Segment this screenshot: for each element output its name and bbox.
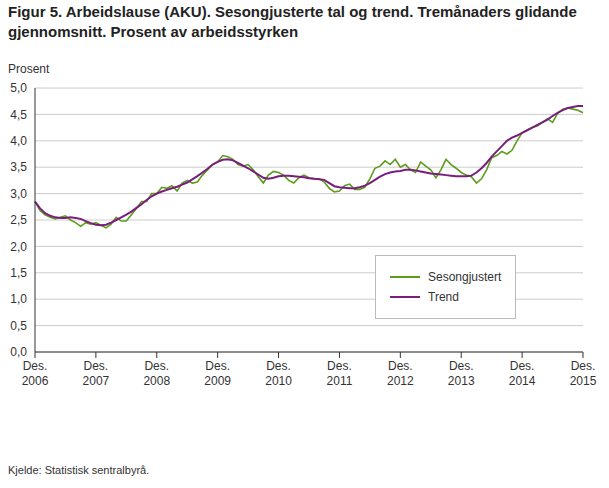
svg-text:Des.2011: Des.2011 <box>327 359 353 388</box>
html-text:Figur 5. Arbeidslause (AKU). S: Figur 5. Arbeidslause (AKU). Sesongjuste… <box>8 3 577 40</box>
svg-text:4,0: 4,0 <box>10 134 27 148</box>
svg-text:3,0: 3,0 <box>10 187 27 201</box>
svg-text:0,0: 0,0 <box>10 345 27 359</box>
svg-text:0,5: 0,5 <box>10 319 27 333</box>
svg-text:2,0: 2,0 <box>10 240 27 254</box>
svg-text:Des.2015: Des.2015 <box>570 359 597 388</box>
svg-text:Des.2008: Des.2008 <box>143 359 170 388</box>
svg-text:4,5: 4,5 <box>10 108 27 122</box>
html-text:Kjelde: Statistisk sentralbyrå: Kjelde: Statistisk sentralbyrå. <box>8 464 150 476</box>
html-text:Prosent: Prosent <box>8 62 50 76</box>
svg-text:Des.2006: Des.2006 <box>22 359 49 388</box>
svg-text:5,0: 5,0 <box>10 81 27 95</box>
html-text:Sesongjustert: Sesongjustert <box>428 270 502 284</box>
svg-text:Des.2009: Des.2009 <box>204 359 231 388</box>
svg-text:3,5: 3,5 <box>10 160 27 174</box>
svg-text:Des.2012: Des.2012 <box>387 359 414 388</box>
html-text:Trend: Trend <box>428 290 459 304</box>
svg-text:1,0: 1,0 <box>10 292 27 306</box>
svg-text:Des.2014: Des.2014 <box>509 359 536 388</box>
svg-text:1,5: 1,5 <box>10 266 27 280</box>
svg-text:2,5: 2,5 <box>10 213 27 227</box>
svg-text:Des.2013: Des.2013 <box>448 359 475 388</box>
svg-text:Des.2010: Des.2010 <box>265 359 292 388</box>
svg-text:Des.2007: Des.2007 <box>83 359 110 388</box>
